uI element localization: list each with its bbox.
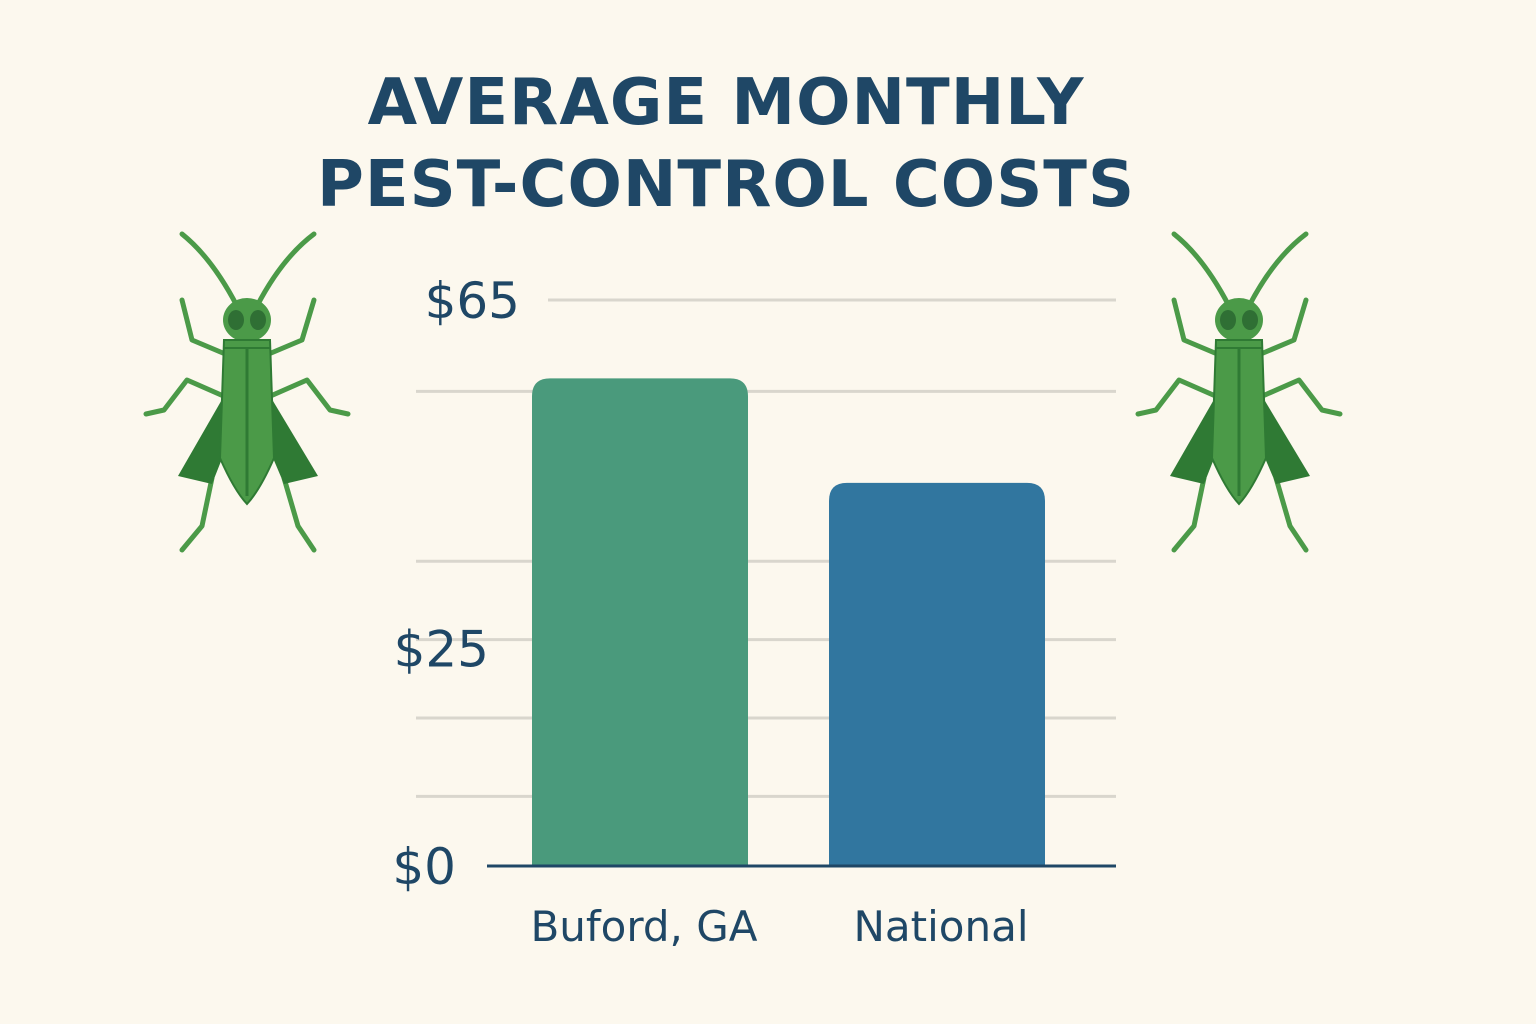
x-category-label: National xyxy=(853,902,1028,951)
y-tick-label: $25 xyxy=(394,620,489,678)
chart-title-line-2: PEST-CONTROL COSTS xyxy=(316,148,1136,222)
y-tick-label: $65 xyxy=(425,272,520,330)
bars xyxy=(532,378,1045,866)
chart-title: AVERAGE MONTHLY PEST-CONTROL COSTS xyxy=(0,62,1452,226)
bar-national xyxy=(829,482,1045,866)
chart-title-line-1: AVERAGE MONTHLY xyxy=(367,66,1085,140)
cricket-icon xyxy=(1135,231,1343,553)
bar-buford-ga xyxy=(532,378,748,866)
y-tick-label: $0 xyxy=(392,838,456,896)
cricket-icon xyxy=(143,231,351,553)
category-labels: Buford, GA National xyxy=(530,902,1028,951)
y-tick-labels: $65 $25 $0 xyxy=(392,272,520,896)
x-category-label: Buford, GA xyxy=(530,902,757,951)
